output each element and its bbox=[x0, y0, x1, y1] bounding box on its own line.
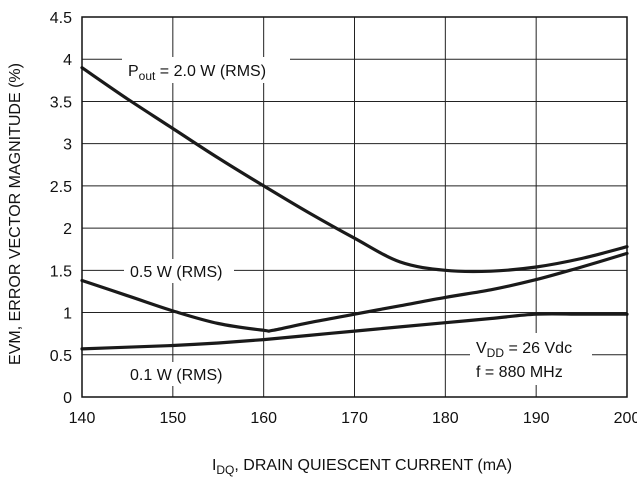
vdd-label-rest: = 26 Vdc bbox=[504, 340, 572, 357]
x-tick-label: 140 bbox=[69, 410, 96, 427]
series-label-05w-text: 0.5 W (RMS) bbox=[130, 264, 222, 281]
conditions-label: VDD = 26 Vdc f = 880 MHz bbox=[470, 333, 592, 385]
tick-labels: 140 150 160 170 180 190 200 0 0.5 1 1.5 2 2.5 3 3.5 4 4.… bbox=[50, 10, 637, 427]
y-tick-label: 0.5 bbox=[50, 348, 72, 365]
x-tick-label: 200 bbox=[614, 410, 637, 427]
freq-label: f = 880 MHz bbox=[476, 364, 563, 381]
series-line-2w bbox=[80, 66, 629, 274]
y-tick-label: 0 bbox=[63, 390, 72, 407]
x-tick-label: 190 bbox=[523, 410, 550, 427]
y-tick-label: 2 bbox=[63, 221, 72, 238]
y-tick-label: 4 bbox=[63, 52, 72, 69]
x-tick-label: 160 bbox=[250, 410, 277, 427]
y-tick-label: 1 bbox=[63, 306, 72, 323]
series-label-01w-bg bbox=[124, 362, 234, 386]
series-line-05w bbox=[80, 251, 629, 333]
x-tick-label: 180 bbox=[432, 410, 459, 427]
series-label-01w-text: 0.1 W (RMS) bbox=[130, 367, 222, 384]
y-axis-title: EVM, ERROR VECTOR MAGNITUDE (%) bbox=[7, 63, 24, 365]
series-label-2w-rest: = 2.0 W (RMS) bbox=[155, 63, 266, 80]
x-tick-label: 170 bbox=[341, 410, 368, 427]
y-tick-label: 3.5 bbox=[50, 94, 72, 111]
series-label-2w-bg bbox=[122, 57, 290, 83]
series-label-01w: 0.1 W (RMS) bbox=[124, 362, 234, 386]
y-tick-label: 2.5 bbox=[50, 179, 72, 196]
vdd-label-main: V bbox=[476, 340, 487, 357]
y-tick-label: 4.5 bbox=[50, 10, 72, 27]
x-tick-label: 150 bbox=[159, 410, 186, 427]
plot-frame bbox=[81, 16, 628, 398]
curves bbox=[80, 66, 629, 351]
x-axis-title: IDQ, DRAIN QUIESCENT CURRENT (mA) bbox=[212, 457, 512, 477]
x-axis-title-sub: DQ bbox=[216, 463, 234, 477]
series-label-2w-sub: out bbox=[139, 69, 156, 83]
y-tick-label: 3 bbox=[63, 137, 72, 154]
conditions-label-bg bbox=[470, 333, 592, 385]
vdd-label-sub: DD bbox=[487, 346, 505, 360]
x-axis-title-rest: , DRAIN QUIESCENT CURRENT (mA) bbox=[234, 457, 512, 474]
series-label-2w-main: P bbox=[128, 63, 139, 80]
series-label-05w-bg bbox=[124, 259, 234, 283]
vdd-label: VDD = 26 Vdc bbox=[476, 340, 572, 360]
series-label-05w: 0.5 W (RMS) bbox=[124, 259, 234, 283]
series-label-2w: Pout = 2.0 W (RMS) bbox=[122, 57, 290, 83]
y-tick-label: 1.5 bbox=[50, 263, 72, 280]
series-line-01w bbox=[80, 312, 629, 351]
x-axis-title-main: I bbox=[212, 457, 216, 474]
series-label-2w-text: Pout = 2.0 W (RMS) bbox=[128, 63, 266, 83]
